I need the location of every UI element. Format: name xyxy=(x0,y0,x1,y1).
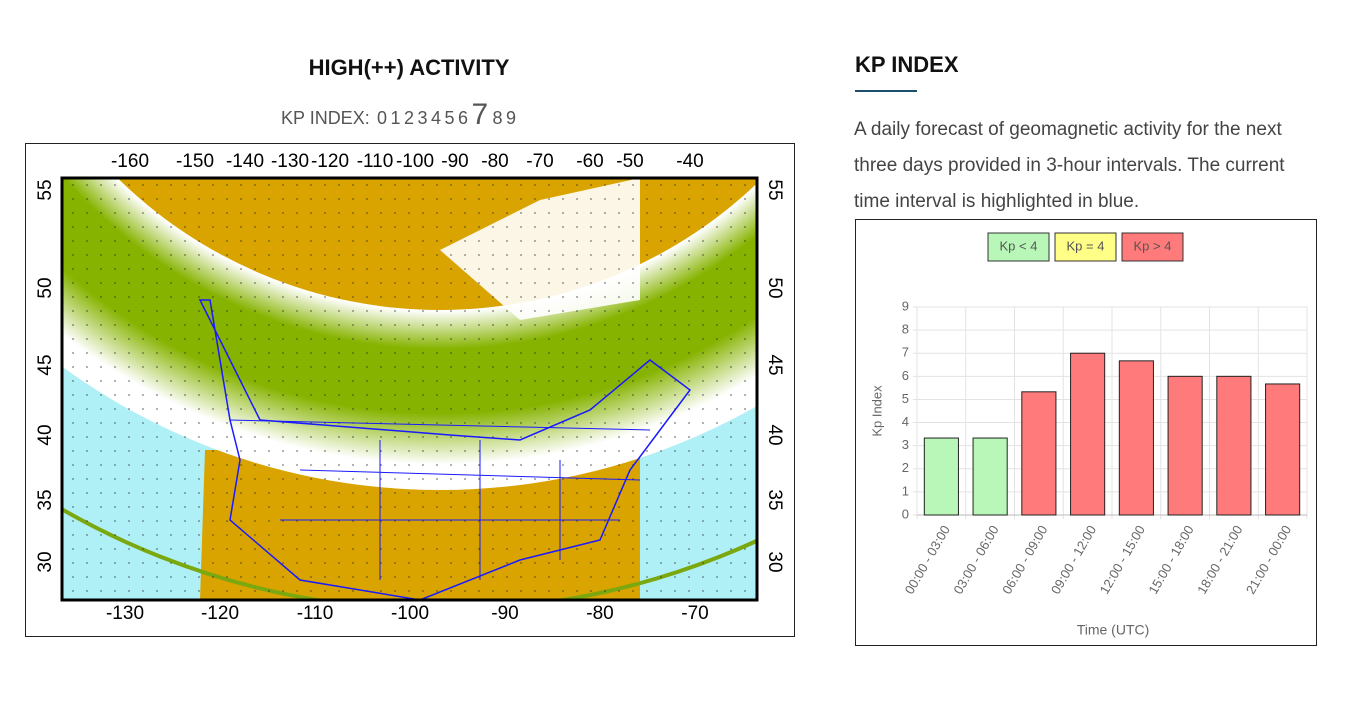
bar xyxy=(923,437,959,516)
y-tick-label: 2 xyxy=(902,460,909,475)
map-lon-label: -80 xyxy=(586,603,613,624)
kp-level: 3 xyxy=(418,108,428,128)
bar xyxy=(1167,375,1203,516)
map-lat-label: 35 xyxy=(764,489,785,510)
y-tick-label: 5 xyxy=(902,391,909,406)
bar xyxy=(1021,391,1057,516)
map-lat-label: 55 xyxy=(35,179,56,200)
map-lon-label: -120 xyxy=(201,603,239,624)
map-lon-label: -100 xyxy=(396,151,434,172)
map-lon-label: -150 xyxy=(176,151,214,172)
map-lat-label: 45 xyxy=(35,354,56,375)
map-lon-label: -120 xyxy=(311,151,349,172)
map-lon-label: -70 xyxy=(681,603,708,624)
bar xyxy=(1118,360,1154,516)
map-lat-label: 30 xyxy=(764,551,785,572)
description-box: A daily forecast of geomagnetic activity… xyxy=(854,119,1285,212)
legend-swatch xyxy=(987,232,1050,262)
legend-swatch xyxy=(1054,232,1117,262)
map-border xyxy=(60,176,759,602)
kp-level: 1 xyxy=(391,108,401,128)
aurora-map xyxy=(62,178,757,600)
kp-level: 2 xyxy=(404,108,414,128)
map-lon-label: -90 xyxy=(441,151,468,172)
kp-level: 8 xyxy=(493,108,503,128)
heading-underline xyxy=(855,90,917,92)
kp-level: 0 xyxy=(377,108,387,128)
map-lat-label: 40 xyxy=(35,424,56,445)
bar xyxy=(972,437,1008,516)
legend-label: Kp > 4 xyxy=(1134,238,1172,253)
map-lat-label: 50 xyxy=(764,277,785,298)
kp-level: 9 xyxy=(506,108,516,128)
map-lon-label: -100 xyxy=(391,603,429,624)
map-lon-label: -110 xyxy=(357,151,394,172)
kp-scale: KP INDEX: 0 1 2 3 4 5 6 7 8 9 xyxy=(281,98,516,131)
map-lat-label: 30 xyxy=(35,551,56,572)
map-lat-label: 50 xyxy=(35,277,56,298)
y-tick-label: 3 xyxy=(902,437,909,452)
map-lat-label: 45 xyxy=(764,354,785,375)
map-title: HIGH(++) ACTIVITY xyxy=(309,55,510,80)
map-lat-label: 55 xyxy=(764,179,785,200)
bar xyxy=(1070,352,1106,516)
map-lon-label: -80 xyxy=(481,151,508,172)
kp-level: 5 xyxy=(445,108,455,128)
y-tick-label: 8 xyxy=(902,322,909,337)
kp-level: 6 xyxy=(458,108,468,128)
map-lon-label: -140 xyxy=(226,151,264,172)
kp-level: 4 xyxy=(431,108,441,128)
map-lon-label: -70 xyxy=(526,151,553,172)
legend-label: Kp < 4 xyxy=(1000,238,1038,253)
section-heading: KP INDEX xyxy=(855,52,959,77)
description: A daily forecast of geomagnetic activity… xyxy=(854,119,1285,212)
map-lon-label: -160 xyxy=(111,151,149,172)
y-tick-label: 4 xyxy=(902,414,909,429)
bar xyxy=(1216,375,1252,516)
y-tick-label: 7 xyxy=(902,345,909,360)
map-lon-label: -130 xyxy=(106,603,144,624)
y-axis-label: Kp Index xyxy=(869,385,884,437)
kp-scale-label: KP INDEX: xyxy=(281,108,370,128)
kp-level: 7 xyxy=(472,98,489,131)
map-lon-label: -130 xyxy=(271,151,309,172)
y-tick-label: 6 xyxy=(902,368,909,383)
legend-swatch xyxy=(1121,232,1184,262)
map-lon-label: -40 xyxy=(676,151,703,172)
y-tick-label: 0 xyxy=(902,506,909,521)
y-tick-label: 9 xyxy=(902,298,909,313)
map-lon-label: -50 xyxy=(616,151,643,172)
bar xyxy=(1265,383,1301,516)
map-lat-label: 35 xyxy=(35,489,56,510)
x-axis-label: Time (UTC) xyxy=(1077,622,1150,638)
map-lon-label: -90 xyxy=(491,603,518,624)
map-lon-label: -60 xyxy=(576,151,603,172)
map-lat-label: 40 xyxy=(764,424,785,445)
map-lon-label: -110 xyxy=(297,603,334,624)
y-tick-label: 1 xyxy=(902,483,909,498)
legend-label: Kp = 4 xyxy=(1067,238,1105,253)
